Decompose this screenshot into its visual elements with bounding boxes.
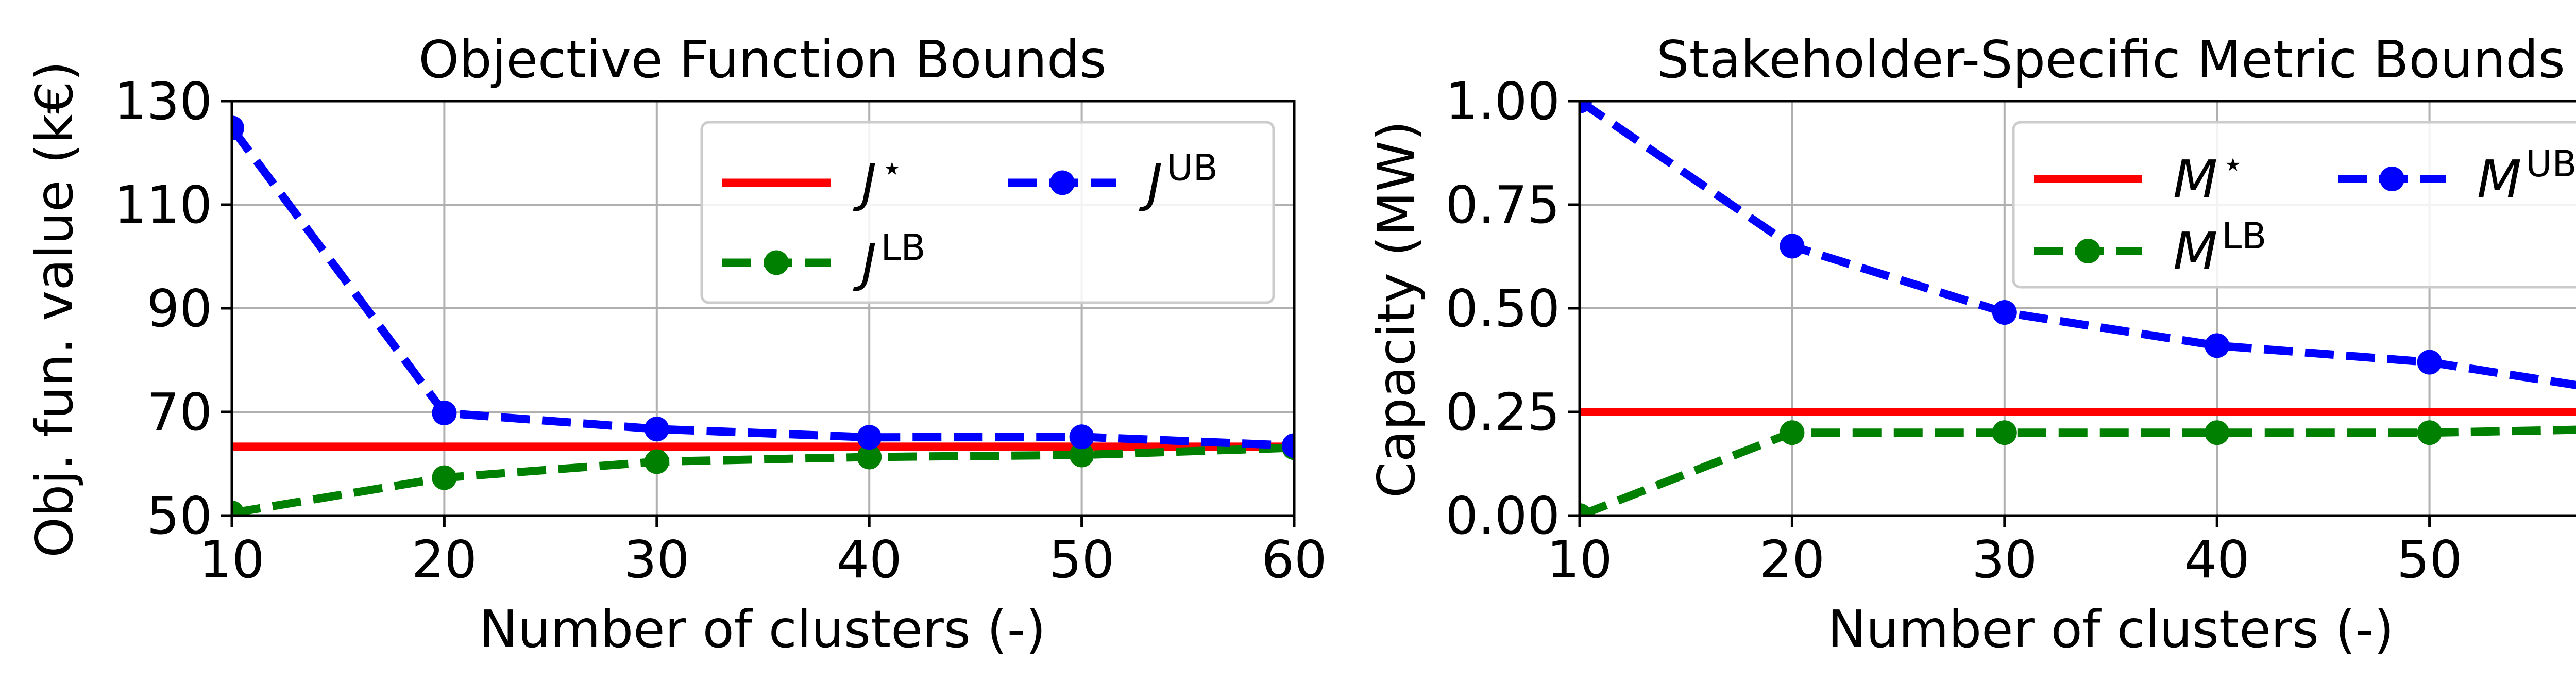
data-point — [1780, 420, 1805, 445]
x-tick-label: 20 — [1759, 529, 1825, 590]
data-point — [1992, 420, 2017, 445]
legend-label: M LB — [2173, 215, 2266, 281]
data-point — [2417, 350, 2442, 375]
data-point — [1580, 503, 1592, 516]
series-group — [232, 115, 1294, 516]
data-point — [644, 417, 669, 442]
data-point — [1069, 442, 1094, 468]
data-point — [232, 115, 244, 141]
x-tick-label: 50 — [2397, 529, 2462, 590]
x-tick-label: 30 — [1972, 529, 2037, 590]
data-point — [2417, 420, 2442, 445]
series-line-lb — [232, 443, 1294, 516]
data-point — [432, 465, 457, 490]
x-axis-label: Number of clusters (-) — [1827, 599, 2394, 659]
y-tick-label: 90 — [147, 278, 212, 339]
y-tick-label: 0.00 — [1445, 486, 1560, 546]
series-line-ub — [232, 125, 1294, 450]
data-point — [2205, 420, 2230, 445]
y-axis-label: Obj. fun. value (k€) — [24, 61, 84, 558]
y-axis-label: Capacity (MW) — [1366, 121, 1427, 498]
data-point — [1580, 101, 1592, 113]
y-tick-label: 110 — [114, 175, 212, 235]
y-tick-label: 130 — [114, 71, 212, 131]
data-point — [432, 401, 457, 426]
data-point — [857, 444, 882, 470]
y-tick-label: 0.50 — [1445, 278, 1560, 339]
legend-box — [2012, 121, 2576, 289]
chart-objective-function: Objective Function Bounds 10 20 30 40 50 60 50… — [24, 29, 1327, 659]
plot-area: 10 20 30 40 50 60 50 70 90 110 130 J ⋆J LBJ UB — [114, 71, 1327, 590]
data-point — [2205, 333, 2230, 358]
x-tick-label: 40 — [2184, 529, 2250, 590]
chart-title: Stakeholder-Specific Metric Bounds — [1656, 29, 2565, 90]
series-line-lb — [1580, 425, 2576, 516]
data-point — [857, 425, 882, 450]
data-point — [1069, 424, 1094, 450]
y-tick-label: 70 — [147, 382, 212, 442]
data-point — [1282, 433, 1294, 458]
series-group — [1580, 101, 2576, 516]
legend: M ⋆M LB M UB — [2012, 121, 2576, 289]
y-tick-label: 50 — [147, 486, 212, 546]
data-point — [232, 500, 244, 516]
legend-marker — [1050, 170, 1075, 195]
chart-title: Objective Function Bounds — [418, 29, 1106, 90]
data-point — [644, 449, 669, 474]
legend-box — [700, 121, 1275, 304]
x-axis-label: Number of clusters (-) — [479, 599, 1046, 659]
y-tick-label: 0.25 — [1445, 382, 1560, 442]
x-tick-label: 10 — [199, 529, 264, 590]
x-tick-label: 10 — [1547, 529, 1612, 590]
x-tick-label: 30 — [624, 529, 689, 590]
legend-marker — [2076, 239, 2100, 263]
legend-label: M UB — [2477, 143, 2576, 209]
y-tick-label: 0.75 — [1445, 175, 1560, 235]
x-tick-label: 60 — [1261, 529, 1327, 590]
data-point — [1992, 300, 2017, 325]
data-point — [1780, 234, 1805, 259]
chart-stakeholder-metric: Stakeholder-Specific Metric Bounds 10 20 3… — [1366, 29, 2576, 659]
legend-label: M ⋆ — [2173, 143, 2244, 209]
legend-marker — [764, 250, 789, 275]
series-line-ub — [1580, 101, 2576, 389]
y-tick-label: 1.00 — [1445, 71, 1560, 131]
x-tick-label: 20 — [412, 529, 477, 590]
x-tick-label: 40 — [837, 529, 902, 590]
x-tick-label: 50 — [1049, 529, 1114, 590]
legend: J ⋆J LBJ UB — [700, 121, 1275, 304]
legend-marker — [2380, 167, 2404, 191]
